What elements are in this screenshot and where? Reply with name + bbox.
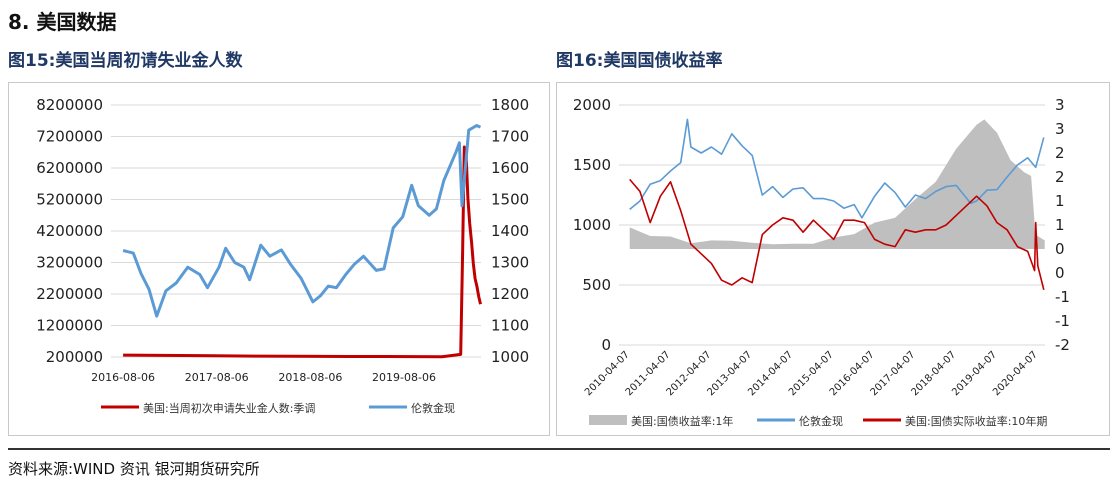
right-axis-tick-label: 1100 [491, 317, 529, 335]
left-axis-tick-label: 7200000 [36, 128, 103, 146]
x-axis-tick-label: 2017-08-06 [185, 371, 249, 384]
series-area [629, 119, 1045, 250]
legend-swatch [589, 415, 627, 425]
left-axis-tick-label: 1200000 [36, 317, 103, 335]
left-axis-tick-label: 200000 [46, 348, 103, 366]
right-axis-tick-label: 1700 [491, 128, 529, 146]
treasury-yield-chart: 200015001000500033221100-1-1-22010-04-07… [573, 96, 1070, 428]
left-axis-tick-label: 6200000 [36, 159, 103, 177]
jobless-claims-chart: 8200000 7200000 6200000 5200000 4200000 32000… [36, 96, 529, 415]
left-axis-tick-label: 2000 [573, 96, 611, 114]
right-axis-tick-label: 1 [1055, 216, 1065, 234]
source-note: 资料来源:WIND 资讯 银河期货研究所 [8, 460, 260, 478]
x-axis-tick-label: 2019-08-06 [372, 371, 436, 384]
right-axis-tick-label: 0 [1055, 264, 1065, 282]
right-axis-tick-label: 1200 [491, 285, 529, 303]
left-axis-tick-label: 4200000 [36, 222, 103, 240]
right-axis-tick-label: 0 [1055, 240, 1065, 258]
right-axis-tick-label: 3 [1055, 96, 1065, 114]
legend-label: 伦敦金现 [411, 401, 455, 415]
right-axis-tick-label: 1600 [491, 159, 529, 177]
x-axis-tick-label: 2016-08-06 [91, 371, 155, 384]
left-axis-tick-label: 3200000 [36, 254, 103, 272]
left-axis-tick-label: 5200000 [36, 191, 103, 209]
series-line [629, 178, 1045, 290]
left-axis-tick-label: 8200000 [36, 96, 103, 114]
right-axis-tick-label: -1 [1055, 312, 1070, 330]
right-axis-tick-label: -2 [1055, 336, 1070, 354]
left-axis-tick-label: 1500 [573, 156, 611, 174]
right-axis-tick-label: 1 [1055, 192, 1065, 210]
left-axis-tick-label: 1000 [573, 216, 611, 234]
x-axis-tick-label: 2018-08-06 [278, 371, 342, 384]
right-axis-tick-label: -1 [1055, 288, 1070, 306]
jobless-claims-chart-panel: 8200000 7200000 6200000 5200000 4200000 32000… [8, 82, 550, 436]
treasury-yield-chart-panel: 2000 1500 1000 500 0 3 3 2 2 1 1 0 0 -1 -1 -2 2010-04-07… [556, 82, 1110, 436]
figure-15-title: 图15:美国当周初请失业金人数 [8, 51, 243, 71]
right-axis-tick-label: 2 [1055, 168, 1065, 186]
right-axis-tick-label: 1000 [491, 348, 529, 366]
series-line [122, 124, 482, 318]
figure-16-title: 图16:美国国债收益率 [556, 51, 723, 71]
legend-label: 伦敦金现 [799, 414, 843, 428]
footer-divider [8, 448, 1110, 450]
series-line [629, 118, 1045, 219]
right-axis-tick-label: 2 [1055, 144, 1065, 162]
legend-label: 美国:国债收益率:1年 [631, 414, 733, 428]
legend-label: 美国:国债实际收益率:10年期 [905, 414, 1047, 428]
left-axis-tick-label: 0 [601, 336, 611, 354]
right-axis-tick-label: 3 [1055, 120, 1065, 138]
right-axis-tick-label: 1300 [491, 254, 529, 272]
left-axis-tick-label: 500 [582, 276, 611, 294]
right-axis-tick-label: 1500 [491, 191, 529, 209]
right-axis-tick-label: 1800 [491, 96, 529, 114]
legend-label: 美国:当周初次申请失业金人数:季调 [143, 401, 315, 415]
left-axis-tick-label: 2200000 [36, 285, 103, 303]
right-axis-tick-label: 1400 [491, 222, 529, 240]
section-title: 8. 美国数据 [8, 10, 117, 34]
